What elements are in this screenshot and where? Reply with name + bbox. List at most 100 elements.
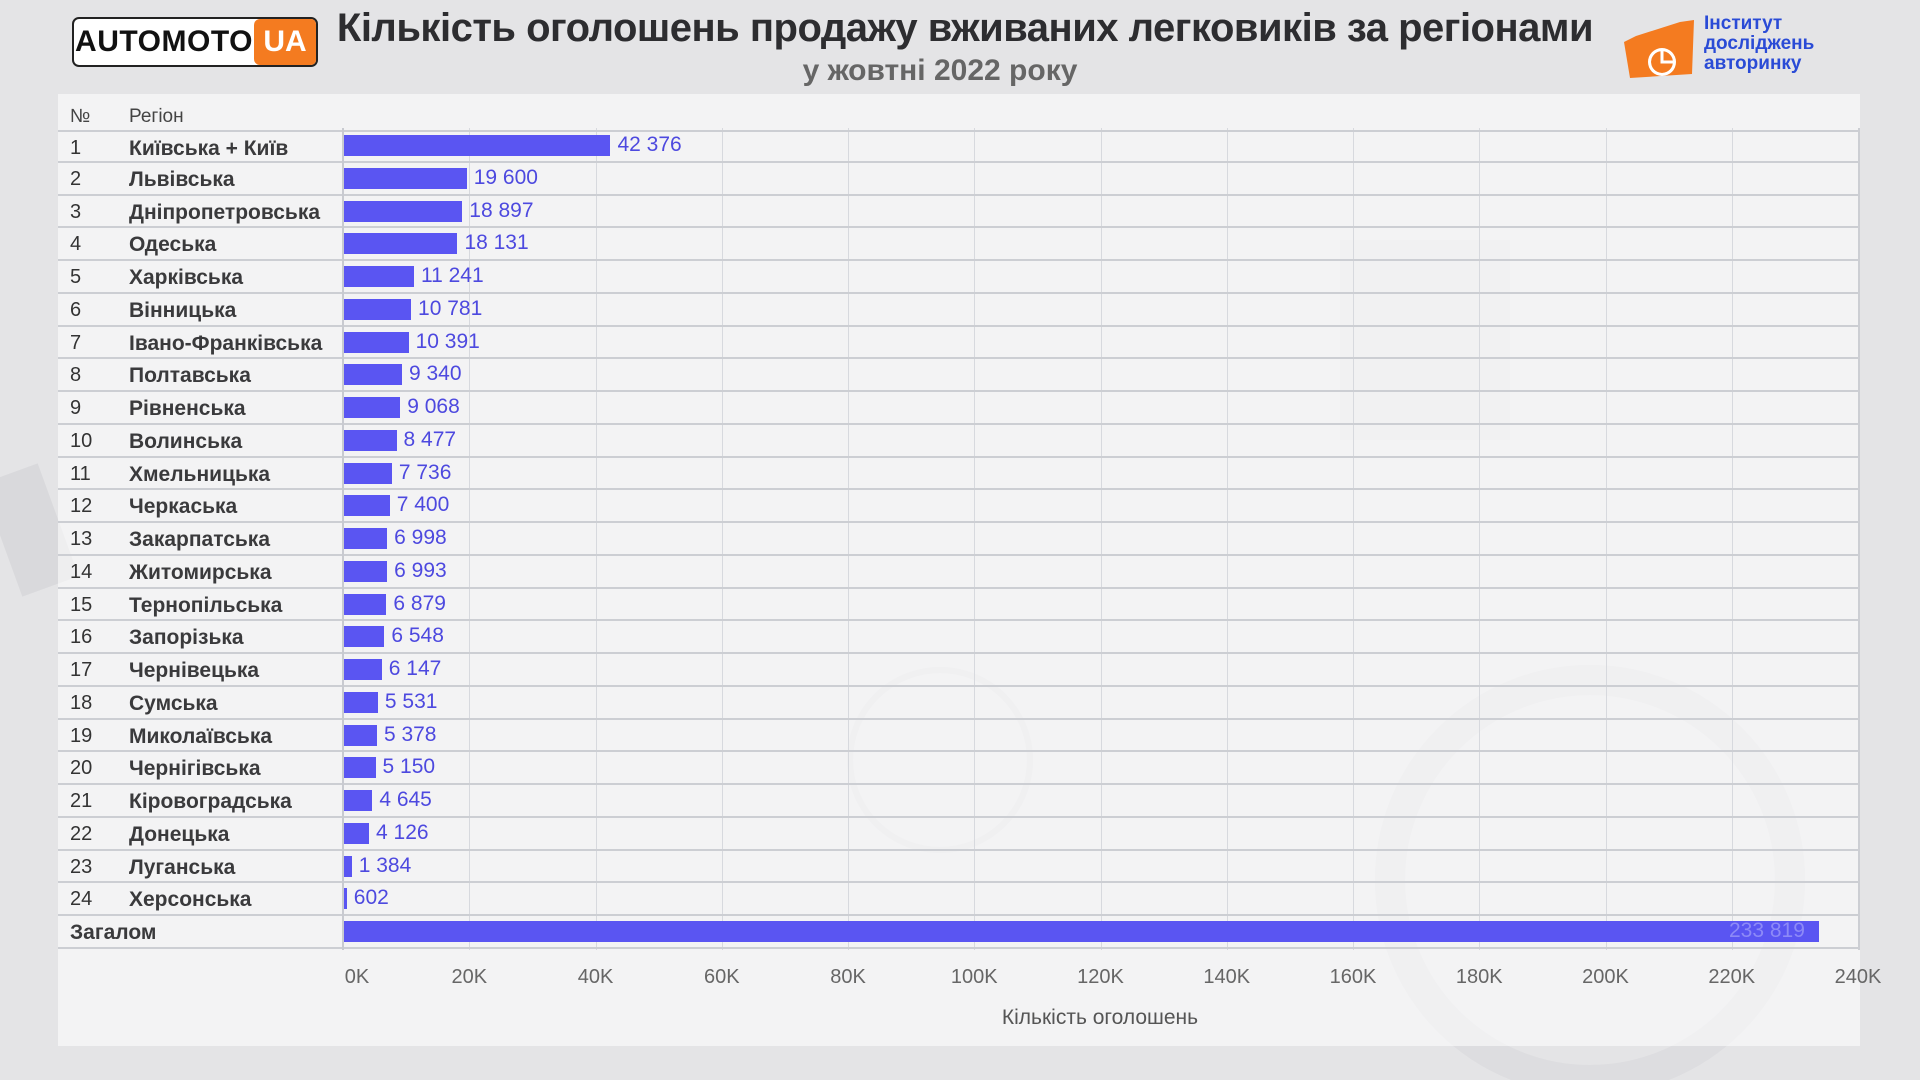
row-region: Тернопільська <box>129 593 283 617</box>
data-label: 5 378 <box>383 722 437 746</box>
gridline <box>1353 128 1354 950</box>
gridline <box>595 128 597 950</box>
x-tick-label: 180K <box>1455 966 1503 988</box>
data-bar <box>343 593 387 615</box>
row-region: Рівненська <box>129 397 246 420</box>
x-tick-label: 0K <box>344 966 370 988</box>
table-row: 2 Львівська <box>58 163 1860 196</box>
table-row: Загалом <box>58 916 1860 949</box>
row-region: Київська + Київ <box>129 137 289 160</box>
row-region: Загалом <box>70 921 157 944</box>
x-tick-label: 220K <box>1708 966 1756 988</box>
data-label: 42 376 <box>617 133 682 156</box>
data-label: 6 993 <box>394 558 447 582</box>
data-label: 6 147 <box>388 657 442 680</box>
row-number: 5 <box>70 266 82 288</box>
row-number: 21 <box>70 790 93 812</box>
data-label: 5 531 <box>384 689 438 713</box>
row-number: 12 <box>70 495 93 518</box>
x-tick-label: 40K <box>577 966 614 988</box>
data-label: 11 241 <box>420 264 484 287</box>
row-number: 11 <box>70 462 91 485</box>
row-number: 22 <box>70 822 93 845</box>
data-bar <box>343 888 347 910</box>
table-row: 13 Закарпатська <box>58 523 1860 556</box>
row-region: Львівська <box>129 167 235 191</box>
row-region: Черкаська <box>129 495 238 519</box>
table-row: 12 Черкаська <box>58 490 1860 523</box>
data-bar <box>343 822 370 844</box>
data-bar <box>343 135 611 156</box>
table-row: 21 Кіровоградська <box>58 785 1860 818</box>
row-number: 4 <box>70 233 82 256</box>
data-bar <box>343 855 352 877</box>
data-bar <box>343 331 409 353</box>
data-label: 7 736 <box>398 460 452 484</box>
data-label: 10 391 <box>415 329 480 353</box>
row-number: 19 <box>70 724 93 747</box>
row-region: Кіровоградська <box>129 790 292 813</box>
x-tick-label: 80K <box>830 966 866 988</box>
x-tick-label: 160K <box>1329 966 1377 988</box>
data-label: 9 068 <box>407 395 460 418</box>
logo-badge: UA <box>254 19 316 65</box>
row-region: Одеська <box>129 233 217 257</box>
x-axis-label: Кількість оголошень <box>1001 1006 1199 1029</box>
table-row: 14 Житомирська <box>58 556 1860 589</box>
table-row: 20 Чернігівська <box>58 752 1860 785</box>
x-tick-label: 100K <box>950 966 998 988</box>
row-number: 1 <box>70 137 82 159</box>
x-tick-label: 60K <box>703 966 740 988</box>
data-label: 8 477 <box>403 427 457 451</box>
data-bar <box>343 462 392 484</box>
row-number: 2 <box>70 167 82 190</box>
table-row: 22 Донецька <box>58 818 1860 851</box>
x-tick-label: 240K <box>1834 966 1882 988</box>
row-region: Сумська <box>129 691 218 715</box>
row-number: 10 <box>70 429 93 452</box>
data-bar <box>343 429 397 451</box>
table-row: 15 Тернопільська <box>58 589 1860 622</box>
row-region: Херсонська <box>129 888 252 912</box>
row-number: 15 <box>70 593 93 616</box>
data-bar <box>343 757 376 779</box>
table-row: 23 Луганська <box>58 851 1860 884</box>
data-label: 4 126 <box>376 820 429 844</box>
row-region: Вінницька <box>129 298 237 322</box>
gridline <box>974 128 976 950</box>
row-region: Житомирська <box>129 560 272 584</box>
data-bar <box>343 659 382 680</box>
data-label: 7 400 <box>396 493 450 517</box>
x-tick-label: 20K <box>451 966 488 988</box>
table-row: 10 Волинська <box>58 425 1860 458</box>
row-number: 6 <box>70 298 82 321</box>
table-row: 17 Чернівецька <box>58 654 1860 687</box>
data-label: 10 781 <box>418 296 483 320</box>
data-bar <box>343 626 385 648</box>
row-number: 17 <box>70 659 93 681</box>
data-label: 19 600 <box>473 165 538 189</box>
data-bar <box>343 200 463 222</box>
data-bar <box>343 921 1819 942</box>
row-region: Луганська <box>129 855 236 879</box>
x-tick-label: 120K <box>1077 966 1124 988</box>
data-bar <box>343 790 373 811</box>
automoto-logo[interactable]: AUTOMOTO UA <box>72 17 318 67</box>
table-row: 7 Івано-Франківська <box>58 327 1860 360</box>
table-row: 6 Вінницька <box>58 294 1860 327</box>
data-label: 6 879 <box>393 591 446 615</box>
row-region: Харківська <box>129 266 244 289</box>
row-region: Чернівецька <box>129 659 260 682</box>
data-label: 18 131 <box>464 231 529 255</box>
row-region: Чернігівська <box>129 757 261 781</box>
institute-logo[interactable]: Інститут досліджень авторинку <box>1622 12 1912 82</box>
gridline <box>469 128 471 950</box>
row-region: Полтавська <box>129 364 251 388</box>
chart-title: Кількість оголошень продажу вживаних лег… <box>336 6 1594 50</box>
data-label: 18 897 <box>469 198 534 222</box>
row-region: Миколаївська <box>129 724 273 748</box>
gridline <box>721 128 723 950</box>
row-number: 14 <box>70 560 93 583</box>
logo-text: AUTOMOTO <box>75 25 253 58</box>
table-row: 5 Харківська <box>58 261 1860 294</box>
